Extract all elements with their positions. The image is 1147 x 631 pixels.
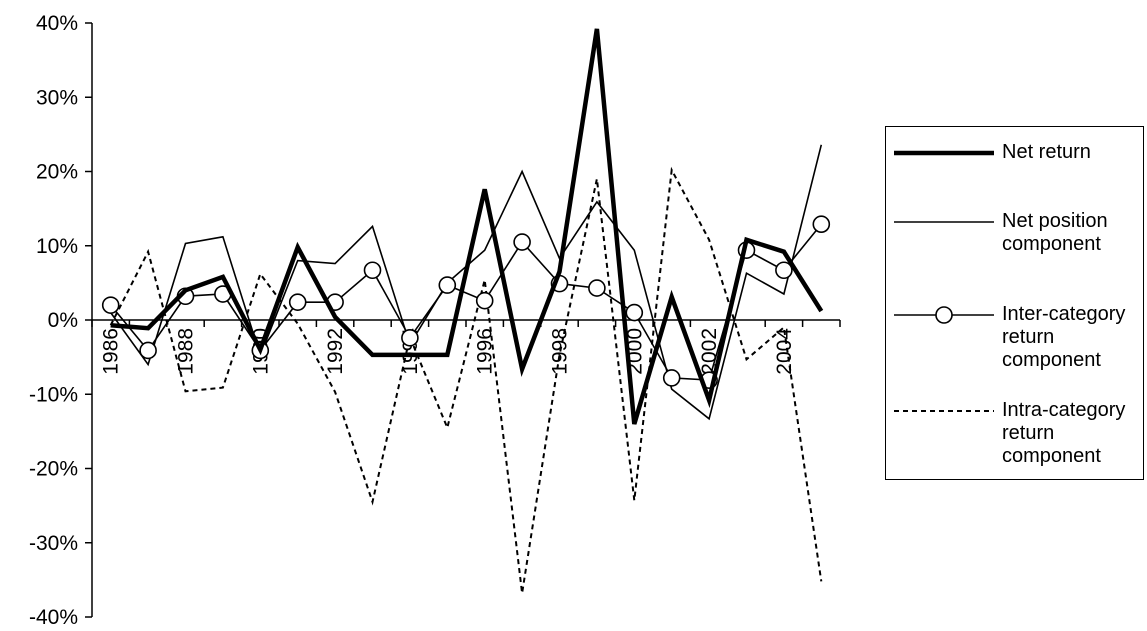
legend-label-inter-category: Inter-category return component <box>1002 303 1126 371</box>
legend-label-intra-category: Intra-category return component <box>1002 399 1126 467</box>
y-tick-label: -40% <box>29 606 78 629</box>
data-point <box>662 369 681 387</box>
x-tick-label: 1988 <box>175 328 198 375</box>
series-line <box>109 166 823 594</box>
data-point <box>475 291 494 310</box>
data-point <box>812 215 831 234</box>
legend-swatch-net-return <box>894 150 994 156</box>
y-tick-label: 0% <box>48 309 78 332</box>
data-point <box>288 293 307 311</box>
series-layer <box>101 28 831 594</box>
y-tick-label: -30% <box>29 532 78 555</box>
y-tick-label: 40% <box>36 12 78 35</box>
legend-swatch-net-position <box>894 221 994 223</box>
data-point <box>625 303 644 322</box>
line-chart: -40% -30% -20% -10% 0% 10% 20% 30% 40% 1986 1988 1… <box>29 12 841 629</box>
x-tick-label: 1996 <box>474 328 497 375</box>
x-tick-label: 2004 <box>773 328 796 375</box>
legend-swatch-intra-category <box>894 410 994 412</box>
x-tick-label: 1986 <box>100 328 123 375</box>
data-point <box>401 329 419 347</box>
data-point <box>775 261 793 280</box>
series-intra-category-return-component <box>109 166 823 594</box>
series-line <box>110 28 824 425</box>
y-tick-label: -20% <box>29 458 78 481</box>
legend: Net return Net position component Inter-… <box>885 126 1144 480</box>
data-point <box>101 296 120 314</box>
series-net-return <box>110 28 824 425</box>
data-point <box>513 233 531 251</box>
x-tick-label: 1992 <box>324 328 347 375</box>
data-point <box>139 341 157 360</box>
data-point <box>588 279 606 297</box>
data-point <box>363 261 382 280</box>
y-tick-label: 30% <box>36 86 78 109</box>
y-tick-label: 10% <box>36 235 78 258</box>
data-point <box>438 276 457 294</box>
legend-swatch-inter-category <box>894 306 994 324</box>
x-tick-label: 2002 <box>698 328 721 375</box>
legend-label-net-position: Net position component <box>1002 210 1108 255</box>
y-tick-label: -10% <box>29 383 78 406</box>
y-tick-label: 20% <box>36 161 78 184</box>
y-axis: -40% -30% -20% -10% 0% 10% 20% 30% 40% <box>29 12 93 629</box>
legend-label-net-return: Net return <box>1002 141 1091 163</box>
